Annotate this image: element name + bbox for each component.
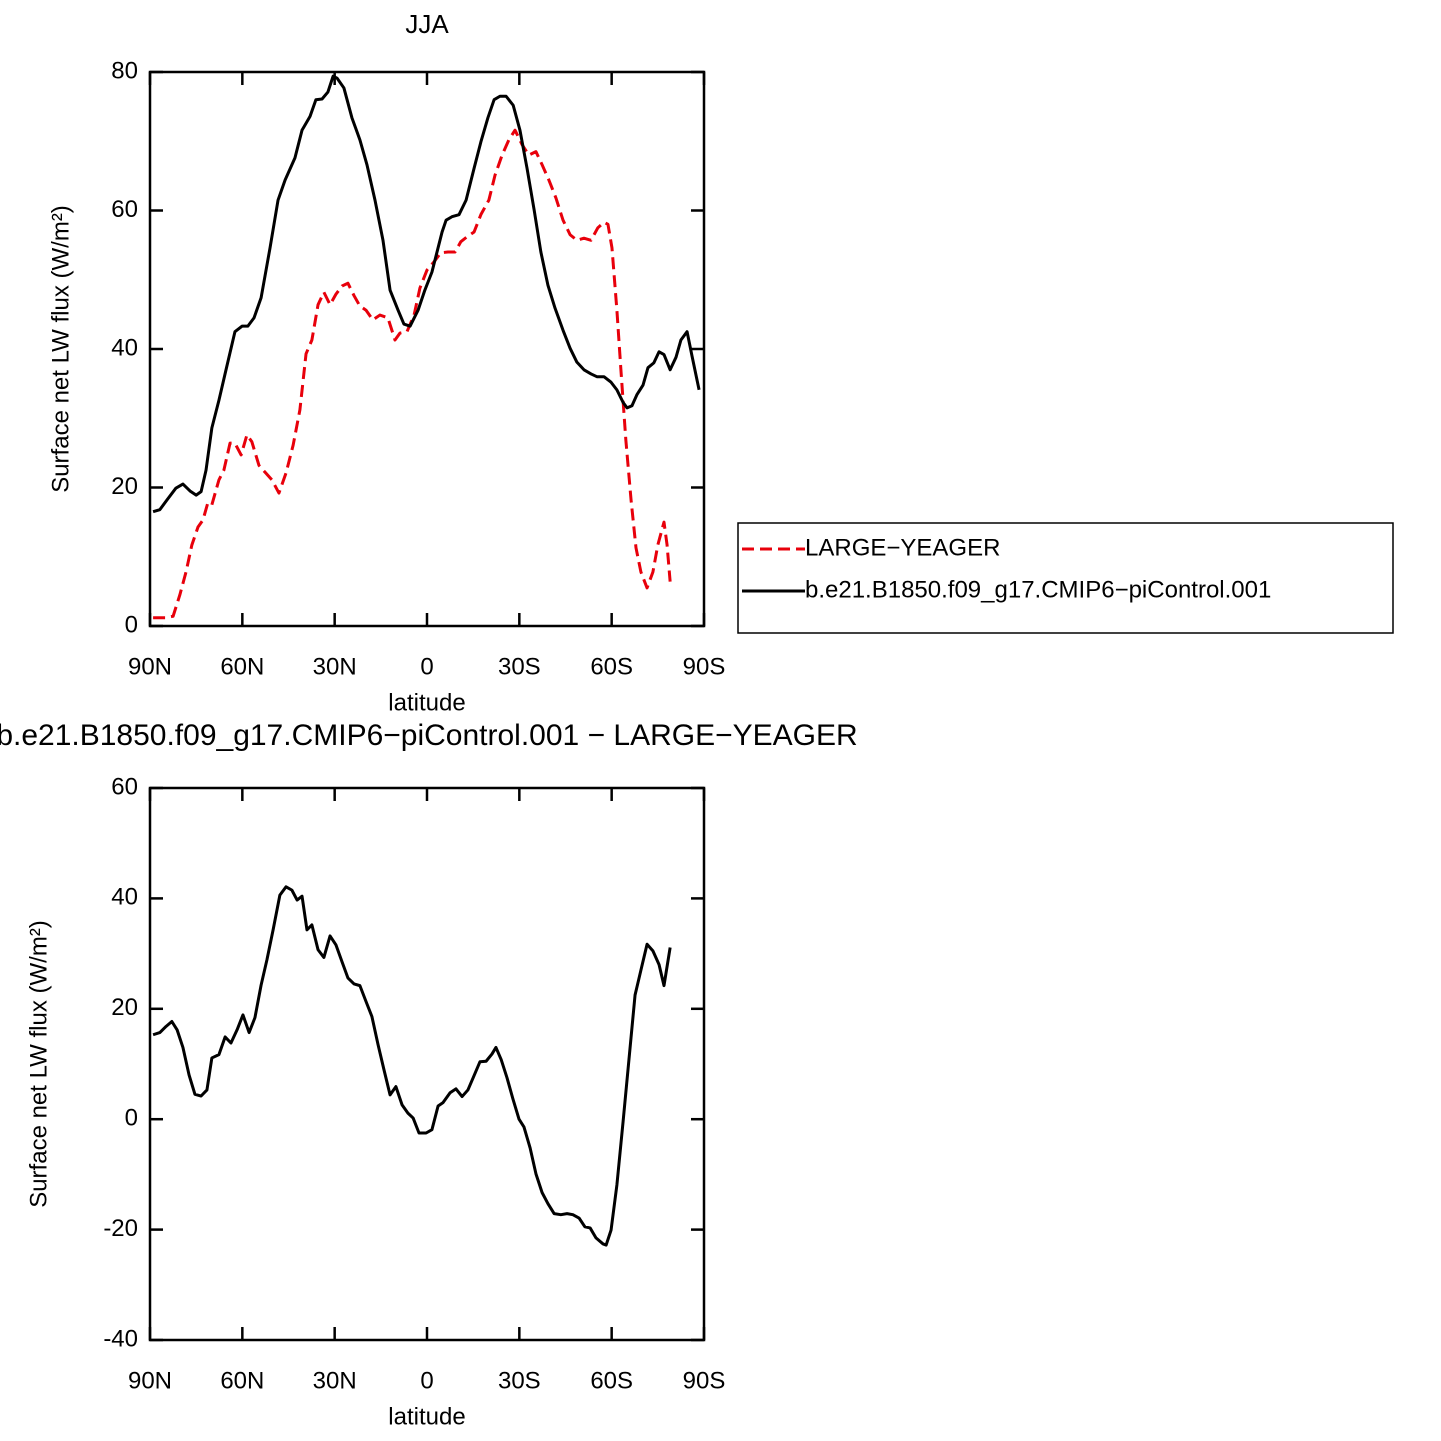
series-line: [152, 885, 672, 1247]
x-tick-label: 0: [420, 653, 433, 680]
x-tick-label: 30S: [498, 653, 541, 680]
legend-label: LARGE−YEAGER: [805, 534, 1000, 561]
series-line: [153, 128, 672, 620]
y-tick-label: 0: [125, 611, 138, 638]
y-tick-label: 40: [111, 884, 138, 911]
y-axis-label: Surface net LW flux (W/m²): [47, 205, 74, 493]
x-tick-label: 60N: [220, 1367, 264, 1394]
x-tick-label: 60S: [590, 1367, 633, 1394]
y-tick-label: 40: [111, 334, 138, 361]
x-tick-label: 30N: [313, 653, 357, 680]
y-tick-label: 0: [125, 1105, 138, 1132]
x-tick-label: 90S: [683, 1367, 726, 1394]
x-tick-label: 90N: [128, 1367, 172, 1394]
y-tick-label: 60: [111, 773, 138, 800]
y-tick-label: 80: [111, 57, 138, 84]
legend-label: b.e21.B1850.f09_g17.CMIP6−piControl.001: [805, 576, 1271, 603]
x-tick-label: 60N: [220, 653, 264, 680]
y-tick-label: -20: [103, 1215, 138, 1242]
chart-title: JJA: [405, 9, 449, 39]
x-axis-label: latitude: [388, 1403, 465, 1430]
y-tick-label: 60: [111, 196, 138, 223]
x-tick-label: 30S: [498, 1367, 541, 1394]
plot-frame: [148, 70, 706, 628]
series-line: [152, 74, 701, 514]
x-tick-label: 30N: [313, 1367, 357, 1394]
y-tick-label: 20: [111, 994, 138, 1021]
x-tick-label: 60S: [590, 653, 633, 680]
legend-box: [737, 522, 1394, 634]
x-tick-label: 0: [420, 1367, 433, 1394]
chart-title: b.e21.B1850.f09_g17.CMIP6−piControl.001 …: [0, 719, 858, 752]
y-axis-label: Surface net LW flux (W/m²): [25, 920, 52, 1208]
x-tick-label: 90S: [683, 653, 726, 680]
x-tick-label: 90N: [128, 653, 172, 680]
y-tick-label: 20: [111, 473, 138, 500]
plot-frame: [148, 786, 706, 1342]
y-tick-label: -40: [103, 1325, 138, 1352]
x-axis-label: latitude: [388, 689, 465, 716]
